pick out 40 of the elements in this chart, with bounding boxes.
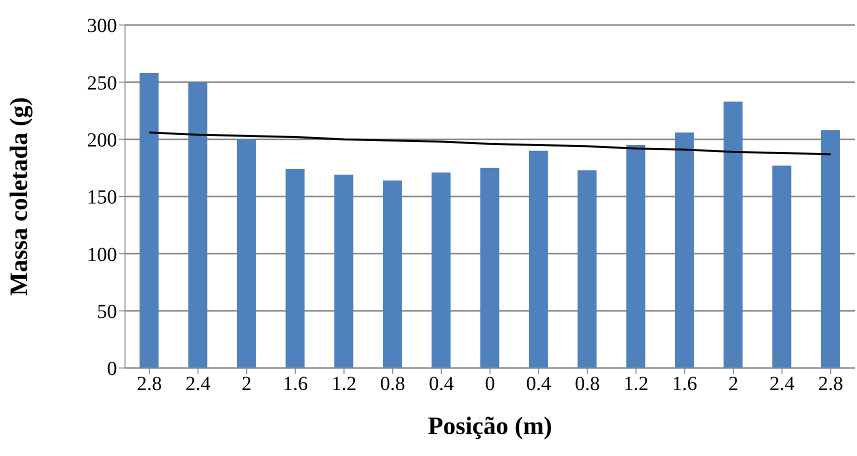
x-tick-label: 2.4 [186, 373, 210, 396]
x-tick-label: 0 [485, 373, 495, 396]
y-axis-title: Massa coletada (g) [6, 97, 33, 296]
x-tick-label: 2.4 [770, 373, 794, 396]
x-tick-label: 1.2 [624, 373, 648, 396]
x-tick-label: 1.2 [332, 373, 356, 396]
bar [188, 82, 208, 368]
x-tick-label: 2 [242, 373, 252, 396]
y-tick-label: 250 [87, 72, 117, 94]
bar [140, 73, 159, 368]
bar [626, 145, 646, 368]
bar [528, 150, 548, 368]
bar [382, 180, 402, 368]
y-tick-label: 50 [97, 300, 117, 323]
y-tick-label: 300 [87, 15, 117, 38]
x-tick-label: 1.6 [282, 373, 308, 396]
x-tick-label: 0.4 [428, 373, 454, 396]
bar [334, 174, 354, 368]
x-tick-label: 2 [728, 373, 738, 396]
x-tick-label: 2.8 [818, 373, 844, 396]
y-tick-label: 100 [87, 244, 117, 266]
bar [286, 169, 305, 368]
bar [772, 166, 792, 368]
x-tick-label: 0.8 [380, 373, 406, 396]
x-tick-label: 0.4 [526, 373, 552, 396]
x-axis-title: Posição (m) [428, 413, 552, 440]
bar [432, 172, 451, 368]
y-tick-label: 150 [87, 186, 117, 209]
bar [820, 130, 840, 368]
bar [674, 132, 694, 368]
x-tick-label: 1.6 [672, 373, 698, 396]
bar [724, 102, 743, 368]
line-series [148, 131, 832, 156]
y-tick-label: 200 [87, 129, 117, 152]
y-tick-label: 0 [107, 358, 117, 380]
x-tick-label: 2.8 [136, 373, 162, 396]
bar [236, 139, 256, 368]
bar [578, 170, 597, 368]
bar [480, 168, 500, 368]
x-tick-label: 0.8 [574, 373, 600, 396]
